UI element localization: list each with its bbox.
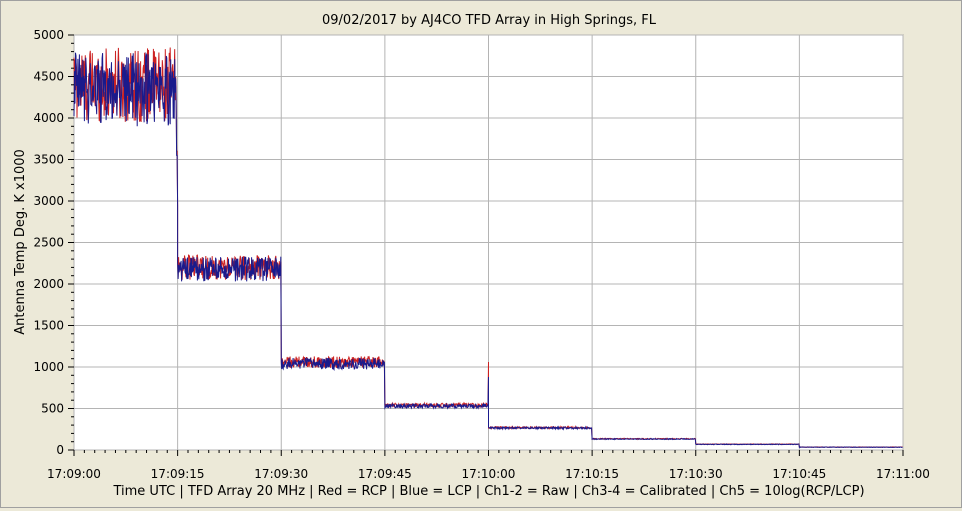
y-axis-label: Antenna Temp Deg. K x1000 (13, 149, 28, 335)
y-tick-label: 3500 (33, 153, 64, 167)
y-tick-label: 0 (56, 443, 64, 457)
y-axis: 0 500 1000 1500 2000 2500 3000 3500 4000 4500 5000 (33, 28, 74, 457)
y-tick-label: 1000 (33, 360, 64, 374)
series-lcp (73, 51, 903, 449)
y-tick-label: 5000 (33, 28, 64, 42)
chart-title: 09/02/2017 by AJ4CO TFD Array in High Sp… (322, 13, 657, 28)
x-tick-label: 17:09:30 (254, 467, 308, 481)
x-tick-label: 17:10:15 (565, 467, 619, 481)
x-tick-label: 17:09:00 (47, 467, 101, 481)
y-tick-label: 1500 (33, 319, 64, 333)
x-tick-label: 17:10:30 (669, 467, 723, 481)
y-tick-label: 3000 (33, 194, 64, 208)
x-axis: 17:09:00 17:09:15 17:09:30 17:09:45 17:10:00… (47, 450, 930, 481)
grid (73, 34, 904, 451)
x-tick-label: 17:10:00 (462, 467, 516, 481)
y-tick-label: 2500 (33, 236, 64, 250)
x-tick-label: 17:10:45 (772, 467, 826, 481)
y-tick-label: 500 (41, 402, 64, 416)
y-tick-label: 4000 (33, 111, 64, 125)
y-tick-label: 4500 (33, 70, 64, 84)
x-tick-label: 17:09:15 (151, 467, 205, 481)
x-tick-label: 17:11:00 (876, 467, 930, 481)
series-group (73, 47, 903, 449)
x-axis-label: Time UTC | TFD Array 20 MHz | Red = RCP … (112, 484, 864, 499)
x-tick-label: 17:09:45 (358, 467, 412, 481)
y-tick-label: 2000 (33, 277, 64, 291)
